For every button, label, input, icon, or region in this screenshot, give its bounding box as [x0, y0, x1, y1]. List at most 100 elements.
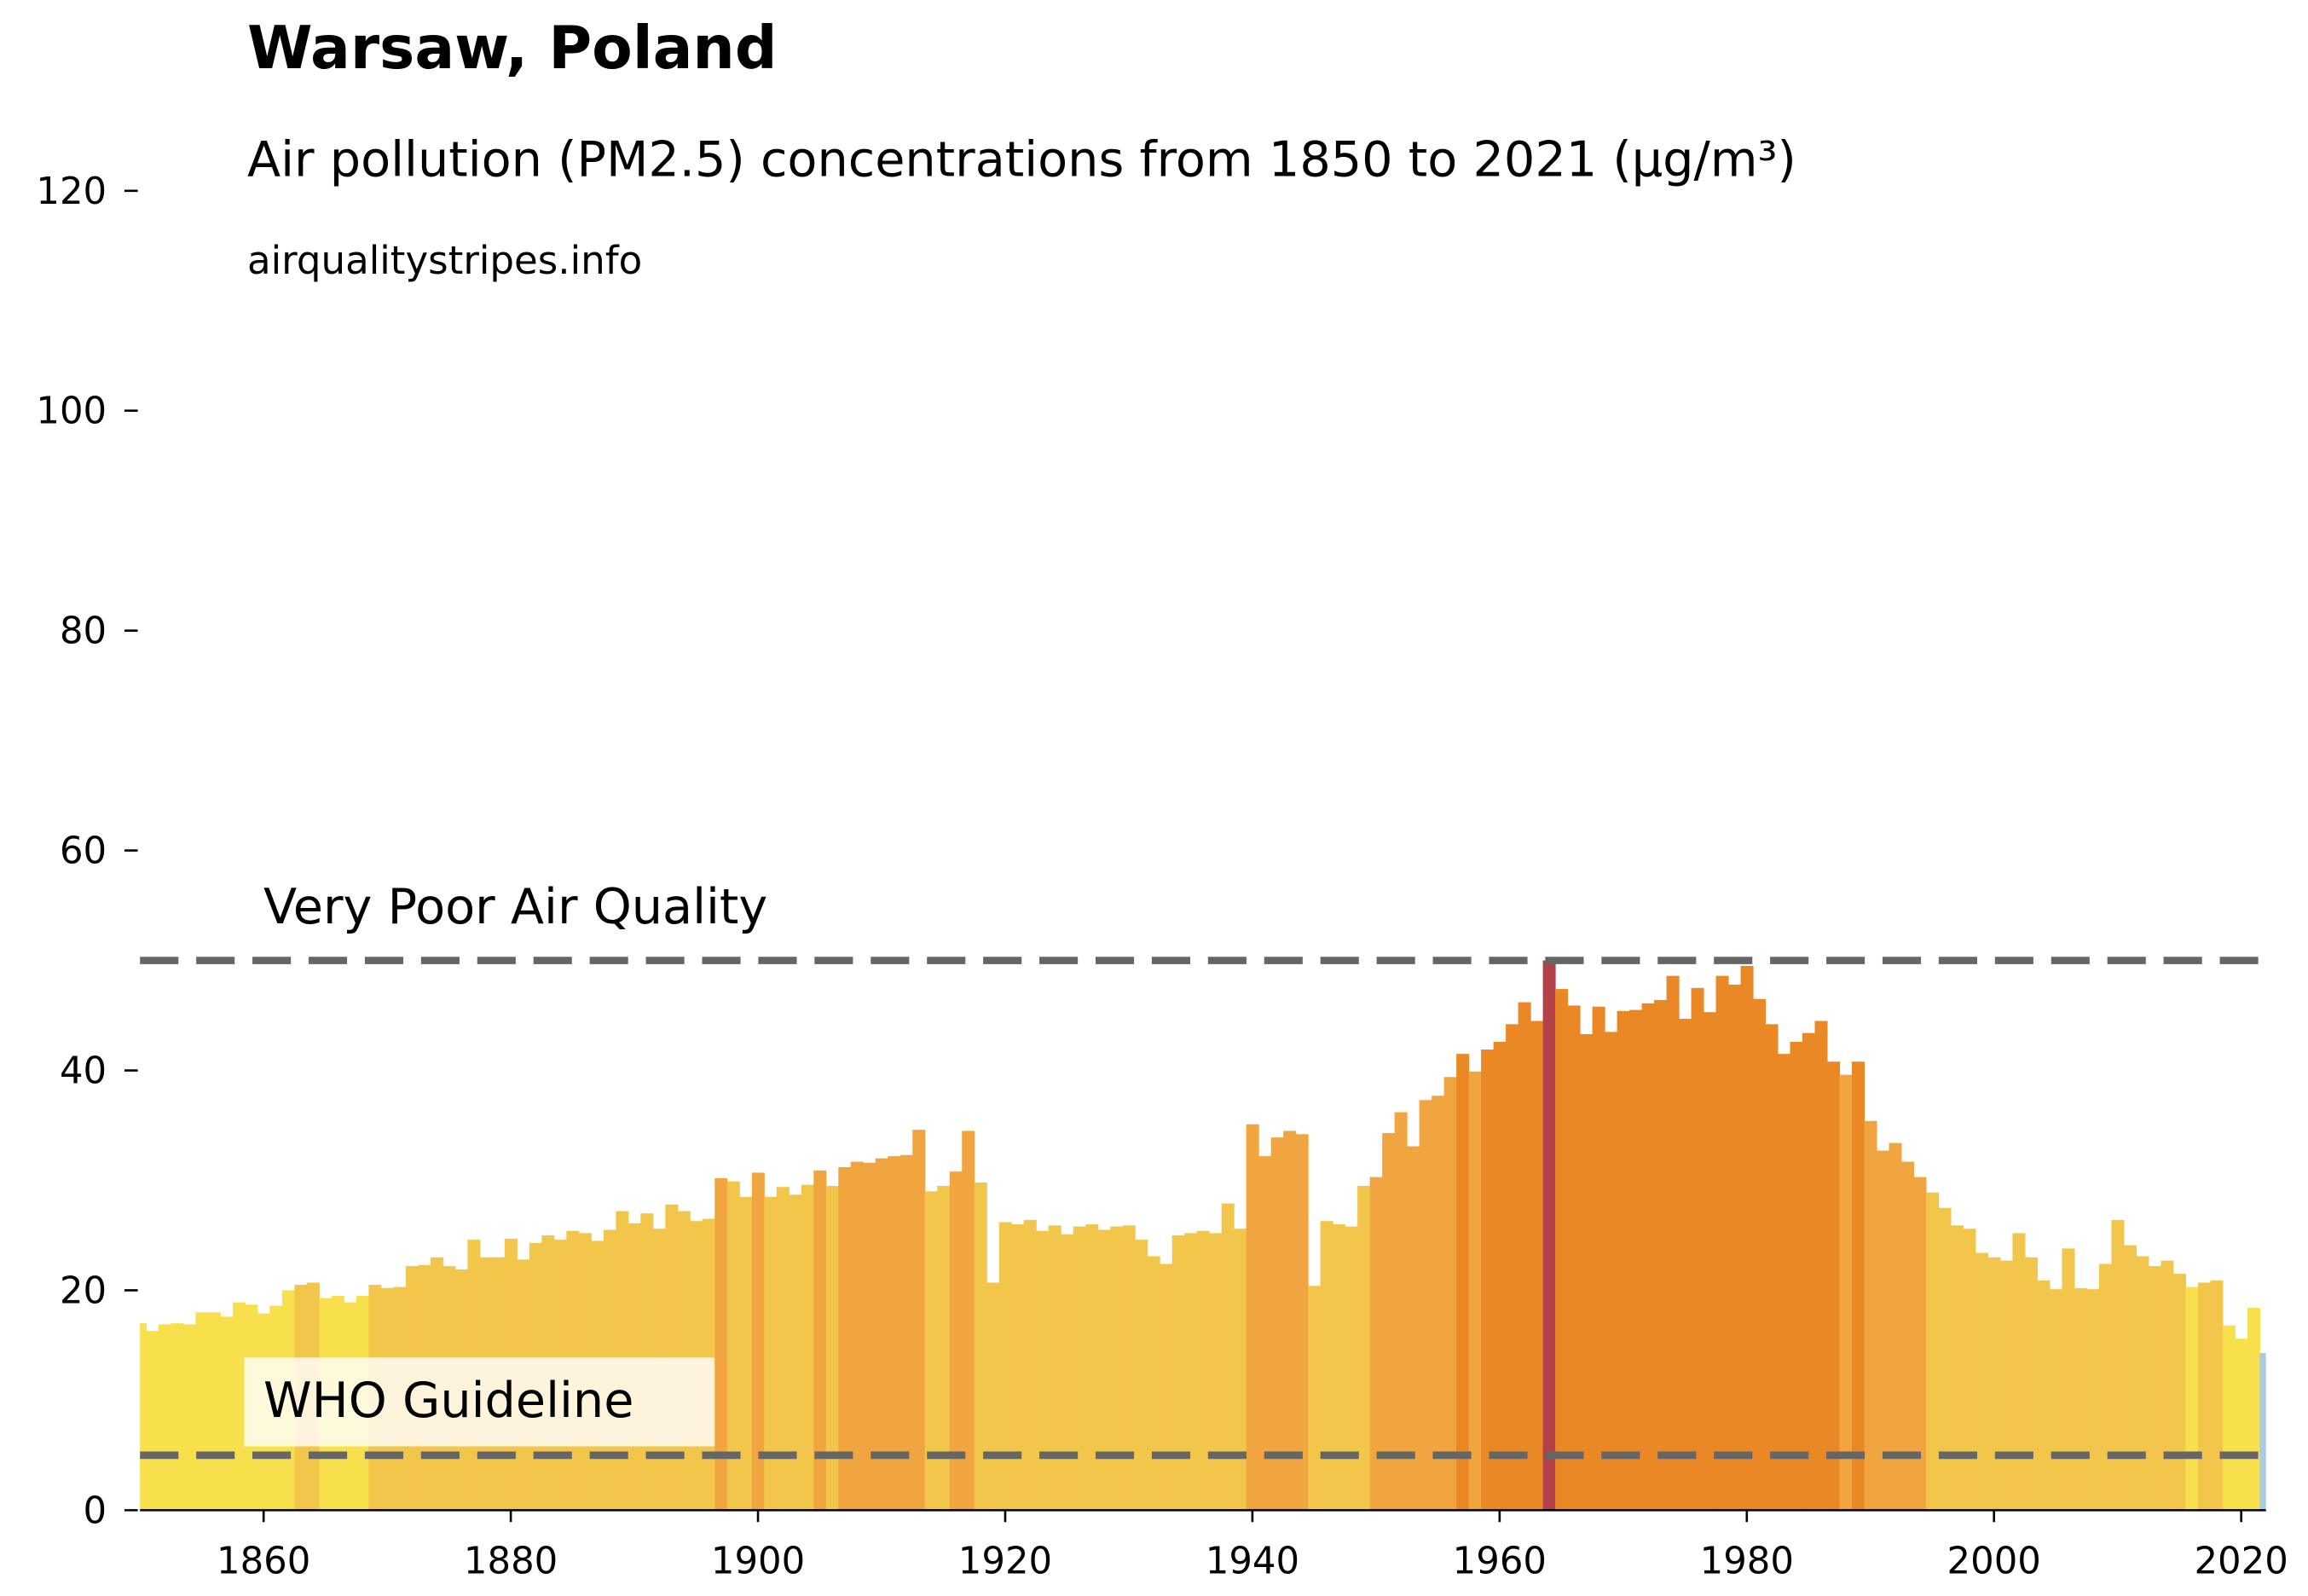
x-tick-label: 1920 — [958, 1540, 1052, 1582]
chart-subtitle: Air pollution (PM2.5) concentrations fro… — [247, 130, 1796, 188]
bar — [2012, 1233, 2026, 1511]
bar — [1234, 1229, 1247, 1511]
bar — [1481, 1050, 1495, 1511]
bar — [1852, 1061, 1865, 1511]
bar — [1443, 1077, 1457, 1511]
bar — [171, 1323, 184, 1511]
bar — [2024, 1257, 2038, 1511]
x-tick-label: 1980 — [1700, 1540, 1794, 1582]
x-tick-label: 2000 — [1947, 1540, 2041, 1582]
bar — [1023, 1219, 1037, 1511]
bar — [1913, 1177, 1927, 1511]
bar — [1654, 999, 1668, 1511]
bar — [726, 1181, 740, 1511]
bar — [2086, 1289, 2100, 1511]
bar — [1666, 975, 1680, 1511]
bar — [1740, 966, 1754, 1511]
bar — [838, 1167, 852, 1511]
bar — [1432, 1096, 1445, 1511]
bar — [1877, 1150, 1890, 1511]
bar — [1171, 1235, 1185, 1511]
bar — [776, 1187, 790, 1511]
bar — [2222, 1325, 2236, 1511]
bar — [974, 1183, 987, 1511]
bar — [1950, 1225, 1964, 1511]
bar — [2037, 1280, 2051, 1511]
bar — [1246, 1124, 1259, 1511]
x-tick-label: 1900 — [711, 1540, 805, 1582]
bar — [1308, 1286, 1322, 1511]
bar — [1963, 1229, 1976, 1511]
bar — [1456, 1054, 1470, 1511]
bar — [2160, 1260, 2174, 1511]
bar — [1987, 1257, 2001, 1511]
bar — [2210, 1280, 2224, 1511]
bar — [1048, 1225, 1061, 1511]
bar — [813, 1170, 827, 1511]
bar — [1209, 1233, 1223, 1511]
bar — [2123, 1245, 2137, 1511]
bar — [1333, 1224, 1346, 1511]
bar — [1110, 1226, 1124, 1511]
bar — [1542, 960, 1556, 1511]
bar — [2259, 1352, 2266, 1511]
y-tick-label: 80 — [60, 610, 107, 653]
bar — [1506, 1024, 1519, 1511]
bar — [665, 1204, 679, 1511]
bar — [1839, 1074, 1853, 1511]
x-tick-label: 1860 — [217, 1540, 310, 1582]
y-tick-label: 0 — [84, 1489, 107, 1532]
bar — [888, 1156, 901, 1511]
bar — [739, 1196, 753, 1511]
bar — [1270, 1137, 1284, 1511]
bar — [937, 1185, 951, 1511]
bar — [1605, 1032, 1618, 1511]
bar — [1827, 1061, 1841, 1511]
bar — [1704, 1012, 1717, 1511]
bar — [1567, 1005, 1581, 1511]
bar — [1679, 1018, 1692, 1511]
bar — [1382, 1133, 1396, 1511]
bar — [1085, 1224, 1099, 1511]
bar — [751, 1172, 765, 1511]
bar — [1196, 1230, 1210, 1511]
bar — [1061, 1234, 1074, 1511]
bar — [789, 1194, 802, 1511]
bar — [2111, 1219, 2125, 1511]
bar — [1493, 1041, 1507, 1511]
bar — [1122, 1225, 1136, 1511]
bar — [1147, 1256, 1160, 1511]
bar — [1097, 1229, 1111, 1511]
bar — [764, 1196, 778, 1511]
bar — [875, 1158, 888, 1511]
bar — [1753, 998, 1767, 1511]
bar — [1691, 987, 1704, 1511]
bar — [1160, 1264, 1173, 1511]
x-tick-label: 1940 — [1206, 1540, 1299, 1582]
bar — [1975, 1252, 1988, 1511]
bar — [850, 1161, 864, 1511]
chart-title: Warsaw, Poland — [247, 14, 778, 83]
y-tick-label: 100 — [36, 390, 107, 433]
bar — [232, 1302, 246, 1511]
source: airqualitystripes.info — [247, 238, 642, 283]
bar — [1765, 1024, 1779, 1511]
bar — [1357, 1185, 1371, 1511]
bar — [1073, 1226, 1086, 1511]
bar — [1938, 1207, 1952, 1511]
bar — [825, 1185, 839, 1511]
bar — [2148, 1266, 2161, 1511]
bar — [140, 1323, 147, 1511]
bar — [1518, 1002, 1531, 1511]
bar — [2098, 1264, 2112, 1511]
bar — [2185, 1287, 2199, 1511]
bar — [1320, 1221, 1333, 1511]
bar — [1555, 989, 1569, 1511]
bar — [195, 1312, 209, 1511]
bar — [2197, 1282, 2211, 1511]
y-tick-label: 20 — [60, 1269, 107, 1312]
reference-label: WHO Guideline — [263, 1372, 633, 1429]
bar — [1468, 1071, 1482, 1511]
bar — [220, 1316, 234, 1511]
